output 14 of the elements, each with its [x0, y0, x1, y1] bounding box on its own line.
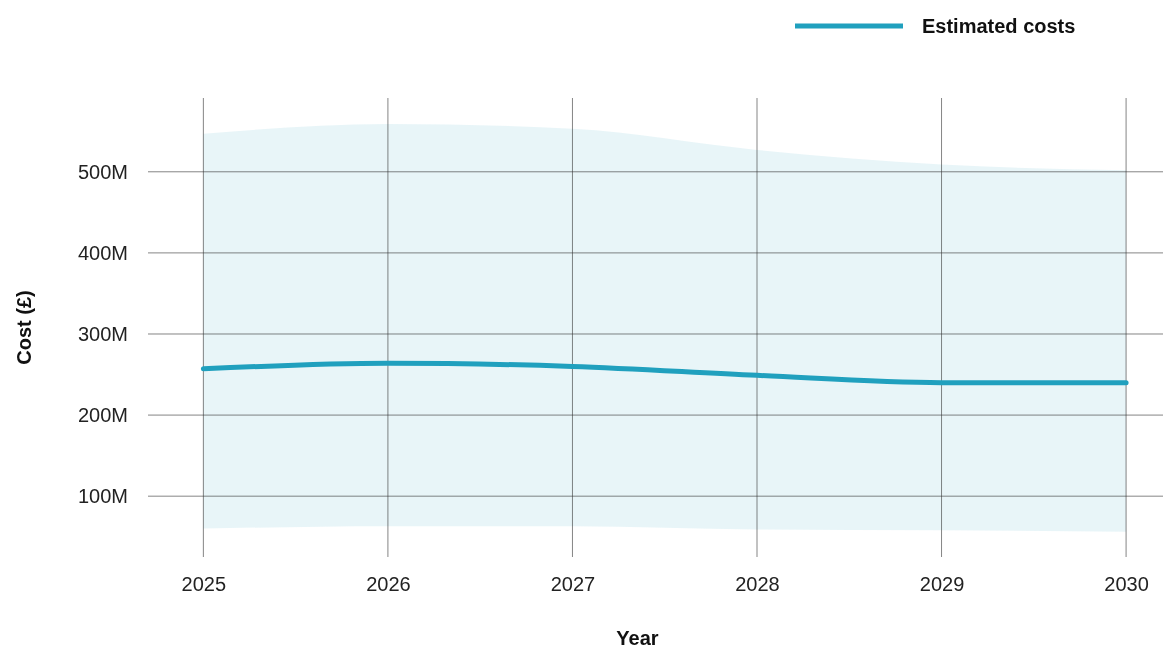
y-tick-label: 400M: [77, 241, 128, 264]
x-tick-label: 2027: [550, 573, 596, 596]
x-tick-label: 2028: [735, 573, 780, 596]
y-tick-label: 300M: [77, 322, 128, 345]
y-tick-label: 100M: [77, 485, 128, 508]
y-axis-title: Cost (£): [13, 290, 35, 365]
text: Estimated costs: [922, 15, 1076, 37]
x-tick-label: 2029: [919, 573, 965, 596]
x-axis-title: Year: [616, 627, 659, 649]
y-tick-label: 500M: [77, 160, 128, 183]
y-tick-label: 200M: [77, 403, 128, 426]
x-tick-label: 2030: [1104, 573, 1149, 596]
x-tick-label: 2026: [366, 573, 411, 596]
x-tick-label: 2025: [181, 573, 227, 596]
